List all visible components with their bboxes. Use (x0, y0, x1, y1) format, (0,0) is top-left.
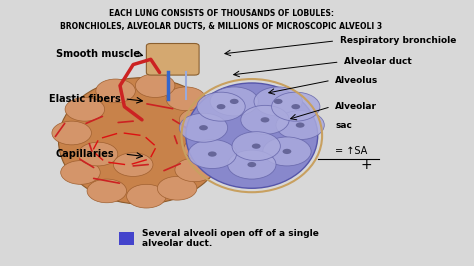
Circle shape (296, 122, 304, 128)
Circle shape (272, 92, 320, 121)
Circle shape (65, 97, 105, 121)
Circle shape (274, 99, 283, 104)
Circle shape (188, 140, 237, 169)
Circle shape (254, 87, 302, 116)
Circle shape (283, 149, 292, 154)
Text: Several alveoli open off of a single
alveolar duct.: Several alveoli open off of a single alv… (142, 228, 319, 248)
Circle shape (179, 113, 228, 142)
Circle shape (136, 74, 175, 97)
Circle shape (276, 111, 324, 140)
Circle shape (292, 104, 300, 109)
Text: Capillaries: Capillaries (55, 149, 114, 159)
Text: Elastic fibers: Elastic fibers (49, 94, 121, 104)
Ellipse shape (186, 83, 318, 188)
Circle shape (157, 176, 197, 200)
Circle shape (232, 132, 280, 161)
Circle shape (261, 117, 269, 122)
Circle shape (52, 121, 91, 145)
Text: = ↑SA: = ↑SA (335, 146, 367, 156)
Circle shape (208, 151, 217, 157)
Circle shape (210, 87, 258, 116)
Circle shape (179, 108, 219, 132)
Text: Alveolar duct: Alveolar duct (344, 57, 412, 66)
Circle shape (166, 87, 206, 111)
Text: Smooth muscle: Smooth muscle (56, 49, 140, 59)
Text: +: + (360, 157, 372, 172)
Circle shape (197, 92, 245, 121)
Circle shape (184, 137, 223, 161)
Text: Alveolar: Alveolar (335, 102, 377, 111)
Circle shape (263, 137, 311, 166)
Circle shape (228, 150, 276, 179)
Circle shape (217, 104, 226, 109)
Circle shape (241, 105, 289, 134)
Circle shape (96, 79, 136, 103)
Circle shape (127, 184, 166, 208)
Circle shape (113, 153, 153, 176)
Ellipse shape (58, 78, 226, 204)
Text: Respiratory bronchiole: Respiratory bronchiole (340, 36, 456, 45)
Text: BRONCHIOLES, ALVEOLAR DUCTS, & MILLIONS OF MICROSCOPIC ALVEOLI 3: BRONCHIOLES, ALVEOLAR DUCTS, & MILLIONS … (60, 22, 382, 31)
Circle shape (87, 179, 127, 203)
Circle shape (175, 158, 214, 182)
Circle shape (247, 162, 256, 167)
Text: sac: sac (335, 120, 352, 130)
FancyBboxPatch shape (146, 44, 199, 75)
Circle shape (199, 125, 208, 130)
Circle shape (78, 142, 118, 166)
FancyBboxPatch shape (119, 232, 134, 246)
Circle shape (230, 99, 238, 104)
Text: Alveolus: Alveolus (335, 76, 379, 85)
Circle shape (61, 161, 100, 184)
Text: EACH LUNG CONSISTS OF THOUSANDS OF LOBULES:: EACH LUNG CONSISTS OF THOUSANDS OF LOBUL… (109, 9, 334, 18)
Circle shape (252, 144, 261, 149)
